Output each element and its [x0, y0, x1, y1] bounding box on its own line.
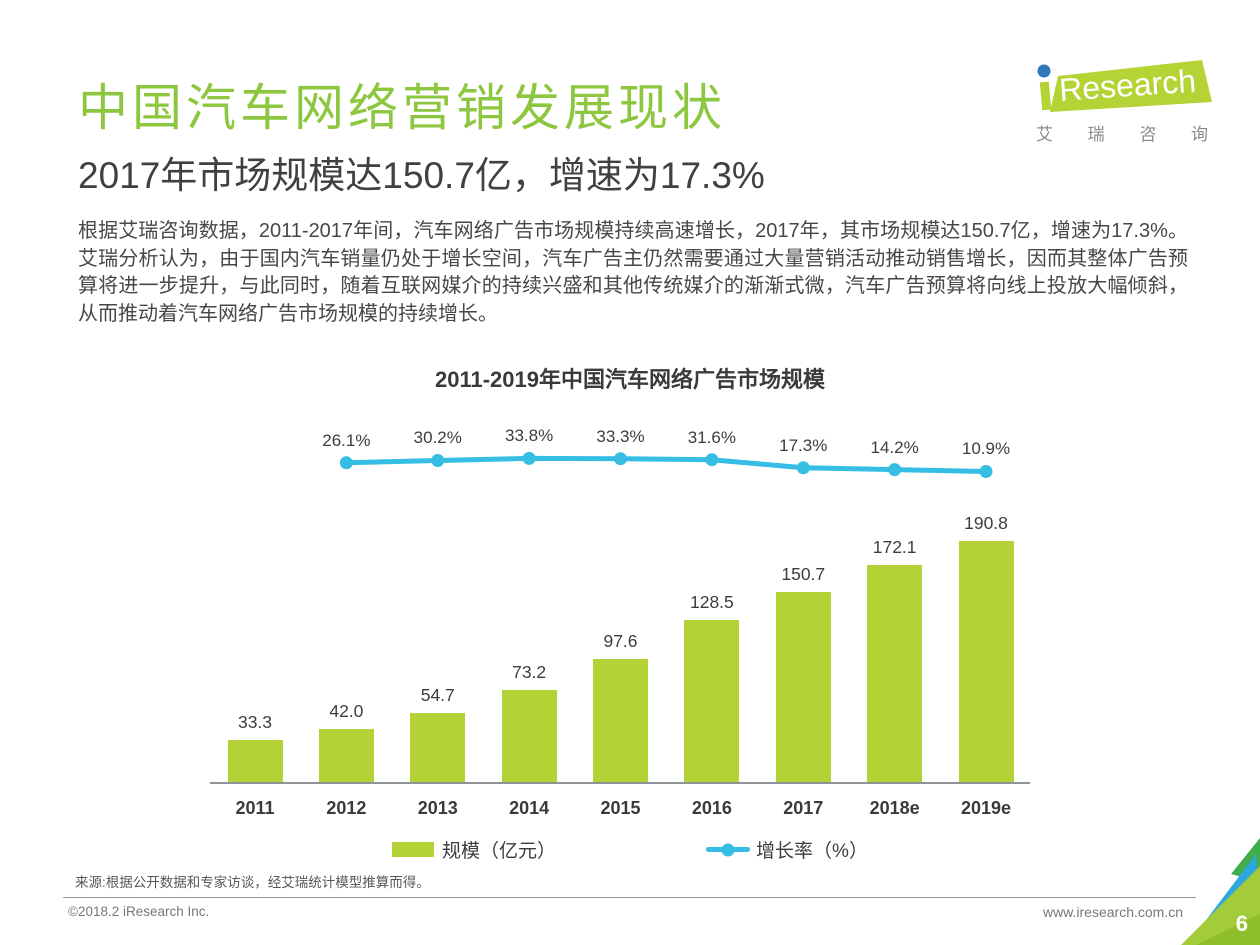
copyright-text: ©2018.2 iResearch Inc. [68, 904, 210, 919]
growth-rate-label: 33.8% [505, 426, 554, 446]
growth-rate-label: 17.3% [779, 435, 828, 455]
x-axis-label: 2013 [417, 798, 458, 818]
bar-legend-swatch [392, 842, 435, 857]
growth-point [888, 463, 902, 477]
logo-cn-char: 瑞 [1087, 125, 1105, 144]
logo-cn-char: 询 [1190, 125, 1208, 144]
bar [501, 689, 557, 782]
x-axis-label: 2016 [691, 798, 732, 818]
bar-value-label: 33.3 [237, 711, 273, 732]
bar-legend-label: 规模（亿元） [442, 841, 557, 862]
bar [593, 658, 648, 782]
x-axis-label: 2019e [960, 798, 1012, 818]
bar [684, 619, 740, 782]
bar-value-label: 172.1 [872, 536, 917, 557]
growth-point [705, 453, 719, 467]
bar [867, 564, 923, 782]
bar-value-label: 128.5 [689, 591, 734, 612]
bar [318, 729, 374, 782]
page-subtitle: 2017年市场规模达150.7亿，增速为17.3% [78, 155, 765, 196]
growth-rate-label: 10.9% [961, 439, 1011, 459]
growth-line-svg [339, 451, 993, 478]
growth-point [614, 452, 627, 466]
bar-value-label: 54.7 [420, 684, 455, 705]
growth-rate-label: 33.3% [596, 426, 645, 446]
growth-rate-label: 31.6% [687, 427, 736, 447]
logo-chinese-text: 艾 瑞 咨 询 [1036, 120, 1208, 145]
footer-divider [63, 897, 1196, 898]
growth-rate-label: 26.1% [322, 430, 371, 450]
website-link[interactable]: www.iresearch.com.cn [1042, 904, 1183, 920]
line-legend-marker [706, 842, 751, 857]
growth-rate-label: 30.2% [413, 428, 462, 448]
x-axis-label: 2017 [783, 798, 824, 818]
growth-point [522, 451, 536, 465]
line-legend-label: 增长率（%） [756, 841, 868, 862]
growth-rate-label: 14.2% [870, 437, 919, 457]
bar-value-label: 150.7 [781, 563, 826, 584]
growth-point [431, 454, 445, 467]
bar [227, 739, 283, 782]
logo-i-dot [1037, 64, 1051, 78]
bar-value-label: 73.2 [512, 661, 547, 682]
growth-point [979, 465, 993, 478]
page-number: 6 [1235, 911, 1248, 936]
chart-legend: 规模（亿元） 增长率（%） [0, 836, 1260, 863]
body-paragraph: 根据艾瑞咨询数据，2011-2017年间，汽车网络广告市场规模持续高速增长，20… [78, 220, 1188, 325]
corner-decoration [1181, 838, 1260, 945]
growth-point [339, 456, 353, 470]
logo-cn-char: 艾 [1036, 125, 1053, 144]
bar [775, 591, 831, 782]
bar-value-label: 42.0 [329, 700, 364, 721]
line-legend-dot [721, 843, 735, 856]
growth-line [343, 455, 989, 474]
x-axis-label: 2015 [600, 798, 641, 818]
source-note: 来源:根据公开数据和专家访谈，经艾瑞统计模型推算而得。 [75, 875, 430, 890]
chart-title: 2011-2019年中国汽车网络广告市场规模 [435, 367, 825, 392]
page-title: 中国汽车网络营销发展现状 [78, 80, 726, 136]
bar-value-label: 190.8 [964, 513, 1008, 534]
bar [410, 712, 466, 782]
bar [958, 541, 1014, 782]
legend-item-bar: 规模（亿元） [392, 836, 556, 863]
logo-i-stem [1039, 81, 1052, 111]
chart-area: 33.3 42.0 54.7 73.2 97.6 128.5 150.7 172.1 190.8… [210, 420, 1030, 830]
x-axis-label: 2014 [509, 798, 550, 818]
corner-dark-lime-triangle [1196, 914, 1260, 945]
logo-green-shape [1050, 60, 1212, 112]
x-axis-label: 2011 [235, 798, 275, 818]
x-axis-label: 2018e [869, 798, 920, 818]
x-axis-label: 2012 [326, 798, 367, 818]
bar-value-label: 97.6 [603, 630, 638, 651]
plot-area: 33.3 42.0 54.7 73.2 97.6 128.5 150.7 172.1 190.8… [210, 420, 1030, 784]
legend-item-line: 增长率（%） [706, 836, 868, 863]
logo-cn-char: 咨 [1139, 125, 1157, 144]
iresearch-logo: Research [1037, 60, 1212, 112]
growth-point [796, 461, 810, 475]
